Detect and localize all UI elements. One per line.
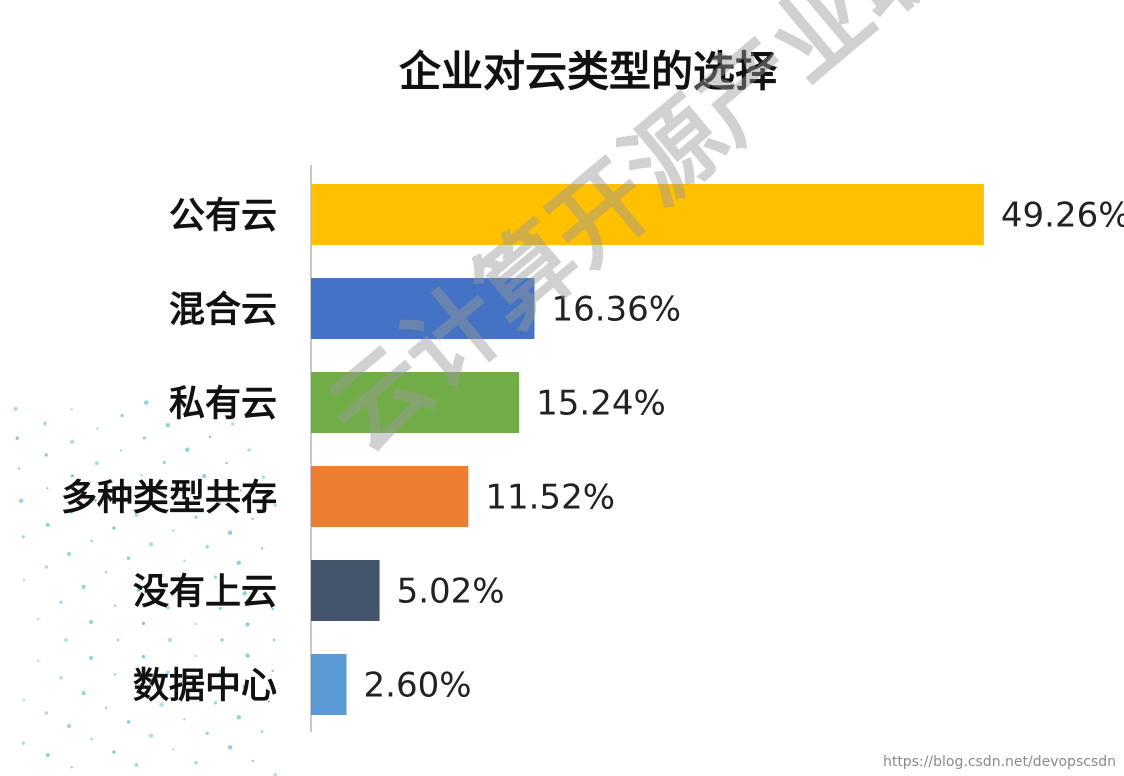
category-label-0: 公有云: [169, 196, 277, 237]
source-url-text: https://blog.csdn.net/devopscsdn: [883, 754, 1116, 770]
category-label-2: 私有云: [169, 384, 277, 425]
value-label-1: 16.36%: [551, 290, 681, 330]
value-label-2: 15.24%: [536, 384, 666, 424]
value-label-0: 49.26%: [1001, 196, 1124, 236]
watermark-text: 云计算开源产业联盟: [308, 0, 1042, 473]
bar-0: [311, 184, 984, 245]
bar-5: [311, 654, 347, 715]
value-label-5: 2.60%: [364, 666, 472, 706]
bar-2: [311, 372, 520, 433]
category-label-3: 多种类型共存: [61, 478, 277, 519]
category-label-5: 数据中心: [133, 666, 277, 707]
category-label-4: 没有上云: [133, 572, 277, 613]
bar-3: [311, 466, 469, 527]
bars-group: 公有云 49.26% 混合云 16.36% 私有云 15.24% 多种类型共存 11.52% 没…: [61, 184, 1124, 715]
chart-title: 企业对云类型的选择: [399, 47, 778, 96]
value-label-3: 11.52%: [485, 478, 615, 518]
bar-1: [311, 278, 535, 339]
value-label-4: 5.02%: [397, 572, 505, 612]
category-label-1: 混合云: [169, 290, 277, 331]
bar-4: [311, 560, 380, 621]
